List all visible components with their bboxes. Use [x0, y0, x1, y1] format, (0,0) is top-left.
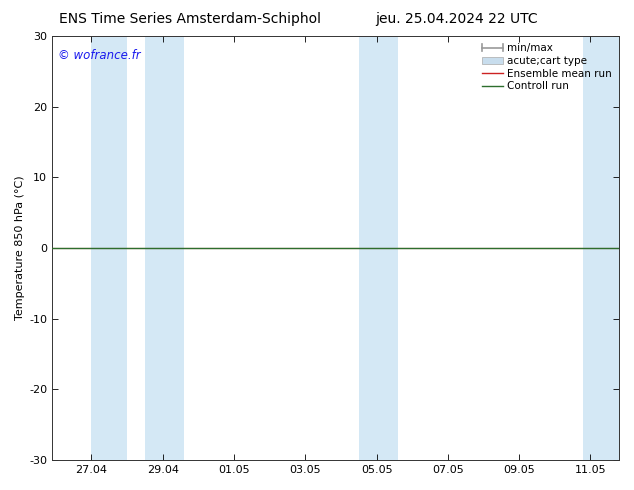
Bar — [91, 36, 127, 460]
Y-axis label: Temperature 850 hPa (°C): Temperature 850 hPa (°C) — [15, 176, 25, 320]
Bar — [145, 36, 184, 460]
Legend: min/max, acute;cart type, Ensemble mean run, Controll run: min/max, acute;cart type, Ensemble mean … — [480, 41, 614, 93]
Text: jeu. 25.04.2024 22 UTC: jeu. 25.04.2024 22 UTC — [375, 12, 538, 26]
Bar — [359, 36, 398, 460]
Text: ENS Time Series Amsterdam-Schiphol: ENS Time Series Amsterdam-Schiphol — [59, 12, 321, 26]
Bar — [583, 36, 619, 460]
Text: © wofrance.fr: © wofrance.fr — [58, 49, 141, 62]
